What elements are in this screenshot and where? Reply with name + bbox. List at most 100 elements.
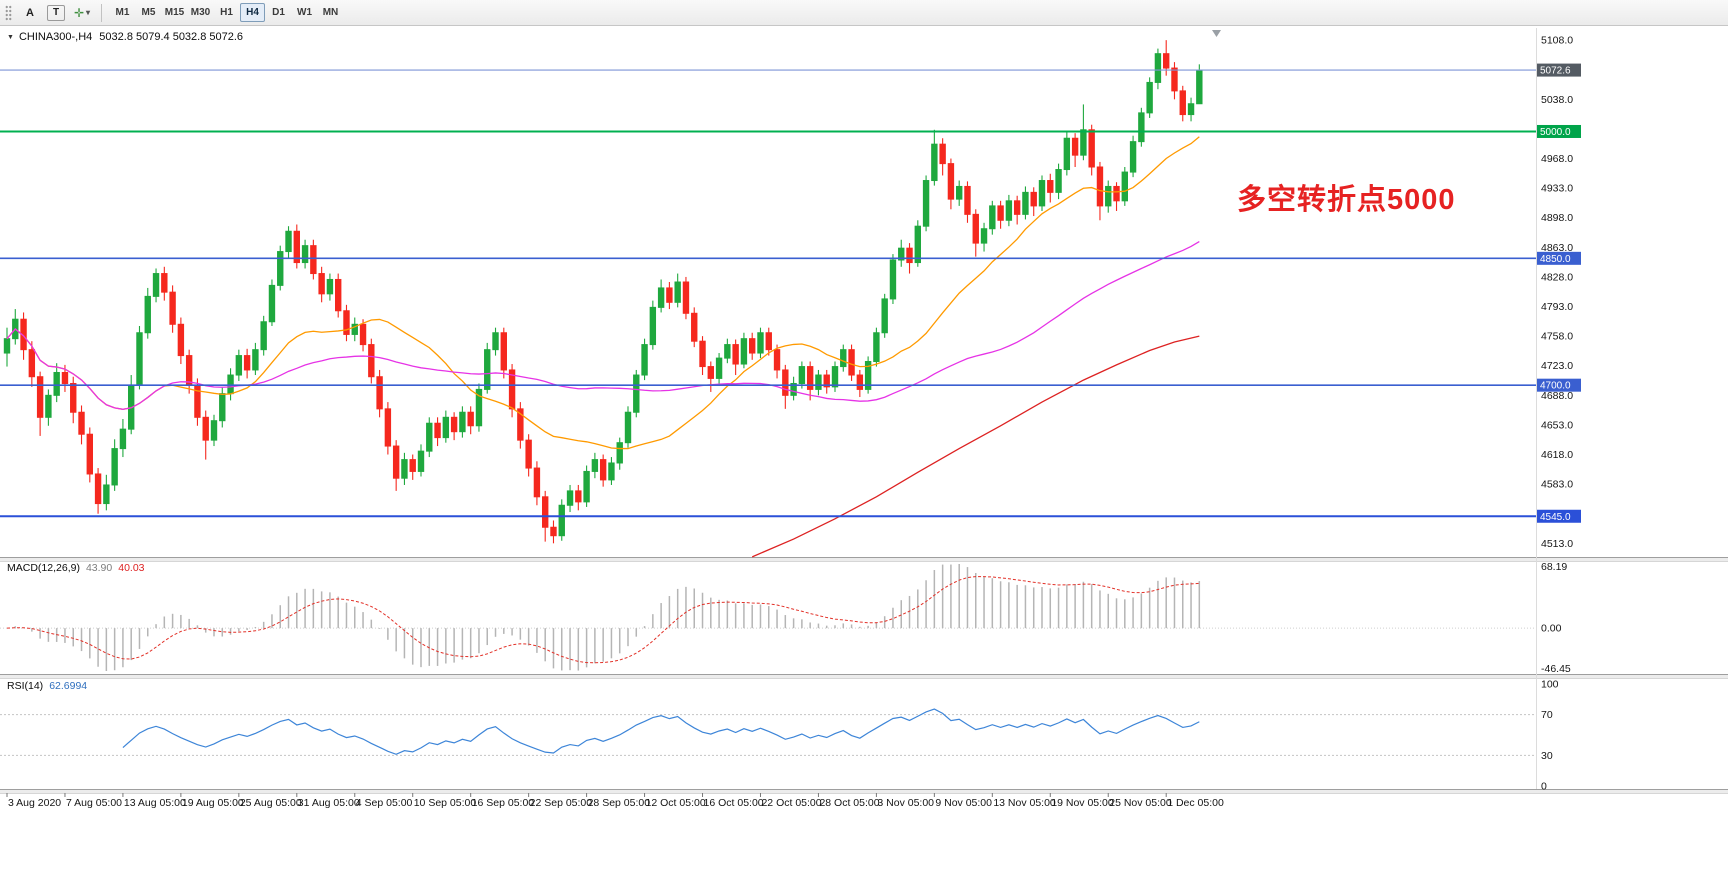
candle <box>111 439 118 491</box>
timeframe-button-m1[interactable]: M1 <box>110 3 135 22</box>
time-axis-label: 19 Aug 05:00 <box>182 797 244 809</box>
chart-annotation-text: 多空转折点5000 <box>1237 184 1456 216</box>
candle <box>989 200 996 235</box>
macd-panel-title: MACD(12,26,9) 43.90 40.03 <box>7 562 145 574</box>
candle <box>806 361 814 401</box>
candle <box>3 327 11 367</box>
ma-long-line <box>751 335 1200 558</box>
candle <box>583 465 590 507</box>
candle <box>558 499 565 541</box>
candles <box>3 40 1203 544</box>
candle <box>401 452 408 485</box>
candle <box>343 304 350 342</box>
chart-shift-marker[interactable] <box>1212 30 1221 37</box>
time-axis-label: 9 Nov 05:00 <box>935 797 992 809</box>
timeframe-button-h1[interactable]: H1 <box>214 3 239 22</box>
price-tag-5000.0: 5000.0 <box>1537 124 1581 138</box>
candle <box>956 180 963 206</box>
rsi-axis-label: 30 <box>1541 750 1553 762</box>
time-axis-label: 28 Oct 05:00 <box>819 797 879 809</box>
macd-axis-label: -46.45 <box>1541 663 1571 675</box>
candle <box>964 181 971 223</box>
candle <box>931 129 938 186</box>
timeframe-button-mn[interactable]: MN <box>318 3 343 22</box>
candle <box>591 452 599 479</box>
timeframe-button-w1[interactable]: W1 <box>292 3 317 22</box>
time-axis-label: 13 Nov 05:00 <box>993 797 1056 809</box>
candle <box>351 317 358 342</box>
label-tool-button[interactable]: A <box>19 3 41 23</box>
candle <box>1088 124 1095 176</box>
candle <box>666 282 673 310</box>
rsi-axis-label: 0 <box>1541 781 1547 793</box>
candle <box>86 427 93 483</box>
candle <box>699 336 706 376</box>
macd-main-value: 43.90 <box>85 562 113 574</box>
toolbar-grip[interactable] <box>5 4 12 21</box>
candle <box>219 386 226 428</box>
candle <box>848 344 855 381</box>
price-axis-label: 4863.0 <box>1541 242 1573 254</box>
candle <box>136 325 143 390</box>
shapes-dropdown-button[interactable]: ✛ ▾ <box>71 3 93 23</box>
candle <box>45 389 52 426</box>
candle <box>36 371 44 436</box>
ma-fast-line <box>6 136 1200 450</box>
candle <box>550 520 557 544</box>
candle <box>12 309 19 345</box>
candle <box>898 239 905 267</box>
candle <box>144 287 151 339</box>
candle <box>914 220 921 267</box>
candle <box>715 353 723 384</box>
candle <box>268 279 276 326</box>
candle <box>128 375 135 435</box>
candle <box>575 484 582 511</box>
candle <box>856 369 864 398</box>
rsi-value: 62.6994 <box>49 680 88 692</box>
candle <box>599 454 607 487</box>
text-tool-button[interactable]: T <box>47 4 65 21</box>
candle <box>1179 85 1186 122</box>
candle <box>997 200 1004 229</box>
candle <box>1038 175 1046 211</box>
price-axis-label: 4513.0 <box>1541 538 1573 550</box>
svg-text:4700.0: 4700.0 <box>1540 381 1571 392</box>
time-axis-label: 12 Oct 05:00 <box>646 797 706 809</box>
candle <box>823 369 830 394</box>
rsi-line <box>122 708 1200 755</box>
rsi-indicator-name: RSI(14) <box>7 680 44 692</box>
timeframe-button-d1[interactable]: D1 <box>266 3 291 22</box>
candle <box>922 175 930 232</box>
one-click-trading-arrow[interactable]: ▼ <box>7 33 14 41</box>
candle <box>873 327 880 367</box>
candle <box>1121 166 1128 206</box>
candle <box>500 327 508 379</box>
candle <box>616 437 623 470</box>
candle <box>277 245 284 291</box>
candle <box>335 273 342 318</box>
macd-axis-label: 68.19 <box>1541 561 1567 573</box>
candle <box>815 369 822 396</box>
time-axis-label: 25 Aug 05:00 <box>240 797 302 809</box>
candle <box>467 406 474 435</box>
time-axis-label: 19 Nov 05:00 <box>1051 797 1114 809</box>
candle <box>633 369 640 418</box>
candle <box>1063 131 1071 176</box>
time-axis-label: 22 Oct 05:00 <box>761 797 821 809</box>
price-axis-label: 4793.0 <box>1541 301 1573 313</box>
candle <box>641 338 648 381</box>
timeframe-button-m30[interactable]: M30 <box>188 3 213 22</box>
timeframe-button-h4[interactable]: H4 <box>240 3 265 22</box>
timeframe-group: M1 M5 M15 M30 H1 H4 D1 W1 MN <box>110 3 343 22</box>
candle <box>1105 180 1112 213</box>
timeframe-button-m15[interactable]: M15 <box>162 3 187 22</box>
timeframe-button-m5[interactable]: M5 <box>136 3 161 22</box>
time-axis-label: 22 Sep 05:00 <box>530 797 593 809</box>
candle <box>980 222 988 252</box>
price-axis-label: 4688.0 <box>1541 390 1573 402</box>
candle <box>434 417 441 447</box>
macd-axis-label: 0.00 <box>1541 623 1562 635</box>
candle <box>459 406 466 438</box>
price-axis-label: 4583.0 <box>1541 479 1573 491</box>
